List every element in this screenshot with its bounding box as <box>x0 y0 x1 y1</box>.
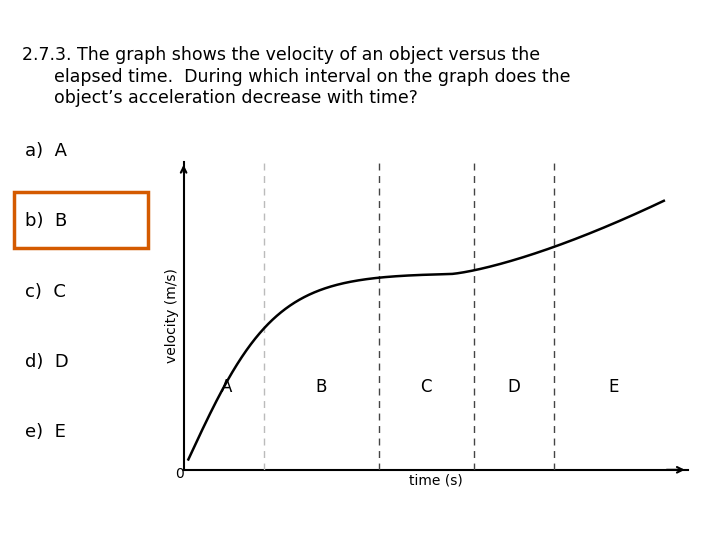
Text: B: B <box>316 378 327 396</box>
Text: D: D <box>508 378 521 396</box>
Text: 0: 0 <box>175 467 184 481</box>
Text: A: A <box>221 378 232 396</box>
Text: c)  C: c) C <box>25 282 66 301</box>
Text: object’s acceleration decrease with time?: object’s acceleration decrease with time… <box>54 89 418 107</box>
Text: a)  A: a) A <box>25 142 67 160</box>
Text: C: C <box>420 378 432 396</box>
Text: E: E <box>608 378 619 396</box>
X-axis label: time (s): time (s) <box>409 474 462 488</box>
Text: b)  B: b) B <box>25 212 68 231</box>
Y-axis label: velocity (m/s): velocity (m/s) <box>166 268 179 363</box>
Text: d)  D: d) D <box>25 353 69 371</box>
Text: 2.7.3. The graph shows the velocity of an object versus the: 2.7.3. The graph shows the velocity of a… <box>22 46 540 64</box>
Text: elapsed time.  During which interval on the graph does the: elapsed time. During which interval on t… <box>54 68 570 85</box>
Text: e)  E: e) E <box>25 423 66 441</box>
